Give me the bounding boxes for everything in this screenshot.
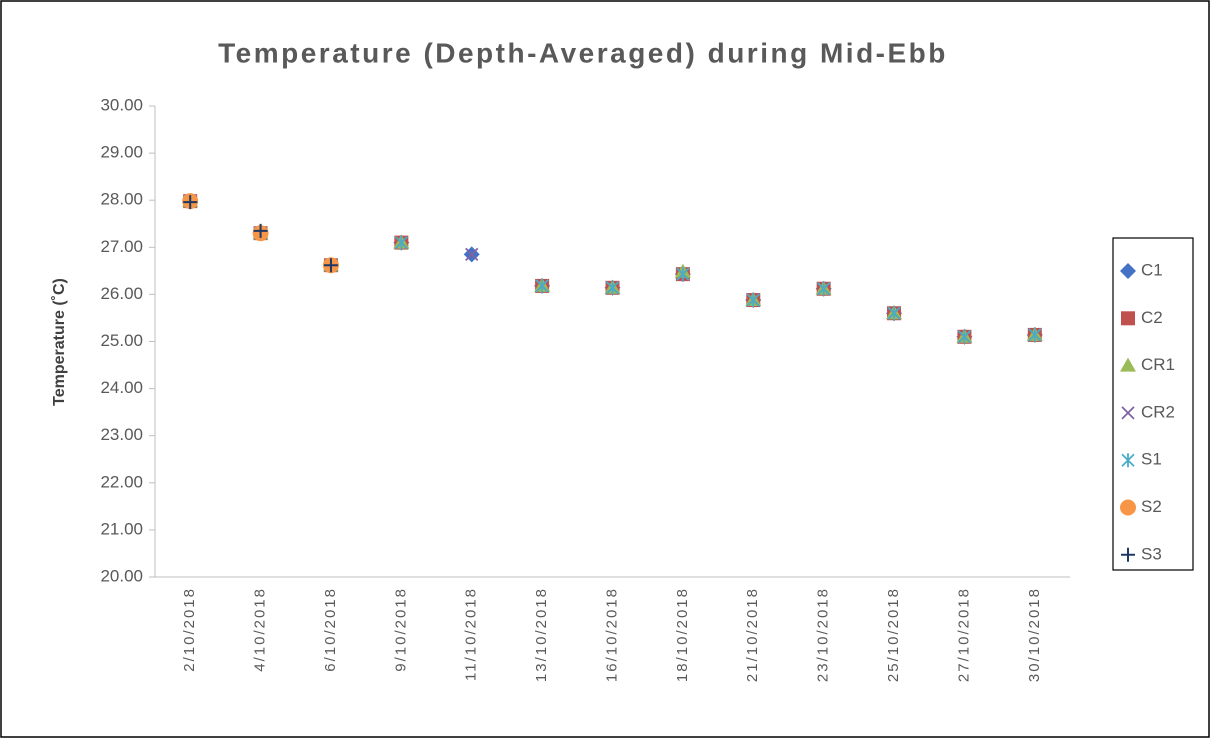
y-tick-label: 21.00 <box>100 519 143 538</box>
marker-circle <box>1120 499 1136 516</box>
y-tick-label: 23.00 <box>100 425 143 444</box>
y-tick-label: 20.00 <box>100 566 143 585</box>
marker-diamond <box>1120 263 1136 279</box>
x-tick-label: 6/10/2018 <box>322 587 339 672</box>
legend-label: S2 <box>1141 497 1162 516</box>
y-tick-label: 30.00 <box>100 95 143 114</box>
legend-label: CR1 <box>1141 355 1175 374</box>
chart-title: Temperature (Depth-Averaged) during Mid-… <box>218 37 948 68</box>
legend-label: S1 <box>1141 450 1162 469</box>
x-tick-label: 21/10/2018 <box>744 587 761 682</box>
marker-star <box>535 278 549 293</box>
x-tick-label: 27/10/2018 <box>955 587 972 682</box>
y-tick-label: 25.00 <box>100 331 143 350</box>
legend-label: S3 <box>1141 544 1162 563</box>
marker-plus <box>323 258 338 273</box>
y-tick-label: 27.00 <box>100 237 143 256</box>
legend-label: C2 <box>1141 308 1163 327</box>
x-tick-label: 9/10/2018 <box>392 587 409 672</box>
y-tick-label: 29.00 <box>100 143 143 162</box>
y-tick-label: 26.00 <box>100 284 143 303</box>
marker-triangle <box>1120 357 1136 372</box>
marker-x <box>465 247 479 262</box>
marker-star <box>394 235 408 250</box>
x-tick-label: 23/10/2018 <box>815 587 832 682</box>
legend-label: C1 <box>1141 260 1163 279</box>
x-tick-label: 30/10/2018 <box>1026 587 1043 682</box>
y-tick-label: 24.00 <box>100 378 143 397</box>
marker-x <box>1121 406 1135 420</box>
marker-plus <box>253 223 268 238</box>
marker-plus <box>183 195 198 210</box>
y-tick-label: 28.00 <box>100 190 143 209</box>
marker-star <box>605 280 620 295</box>
marker-star <box>1028 327 1042 342</box>
x-tick-label: 16/10/2018 <box>603 587 620 682</box>
marker-star <box>957 329 972 344</box>
marker-star <box>1121 453 1135 468</box>
x-tick-label: 4/10/2018 <box>252 587 269 672</box>
y-axis-label: Temperature (˚C) <box>51 278 68 406</box>
x-tick-label: 25/10/2018 <box>885 587 902 682</box>
x-tick-label: 11/10/2018 <box>463 587 480 681</box>
x-tick-label: 13/10/2018 <box>533 587 550 682</box>
marker-plus <box>1121 547 1135 562</box>
y-tick-label: 22.00 <box>100 472 143 491</box>
x-tick-label: 18/10/2018 <box>674 587 691 682</box>
marker-star <box>746 293 760 308</box>
marker-square <box>1121 311 1135 326</box>
marker-star <box>887 306 901 321</box>
marker-star <box>676 267 690 282</box>
legend-label: CR2 <box>1141 402 1175 421</box>
marker-star <box>817 281 831 296</box>
x-tick-label: 2/10/2018 <box>181 587 198 672</box>
